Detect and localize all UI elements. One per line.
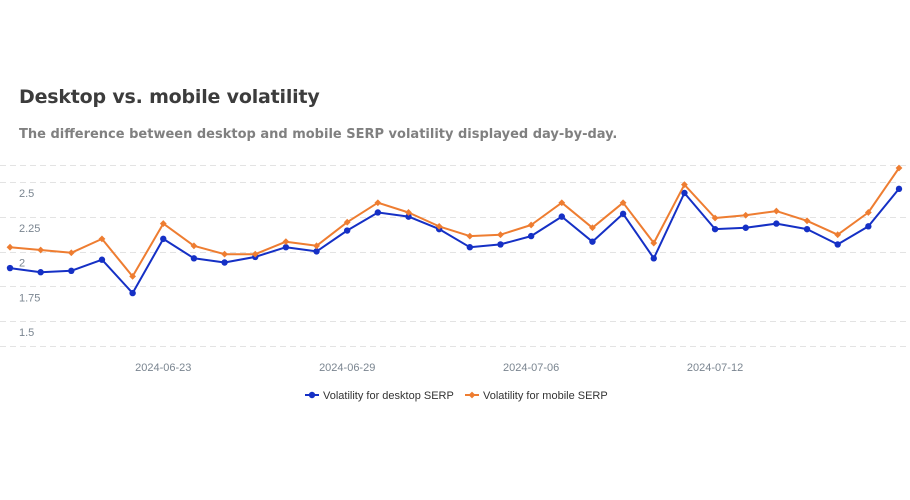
data-point: [650, 255, 657, 262]
series-desktop: [6, 185, 903, 297]
legend-item-desktop[interactable]: Volatility for desktop SERP: [305, 390, 454, 402]
data-point: [405, 213, 412, 220]
y-tick-label: 2: [19, 258, 25, 270]
data-point: [37, 269, 44, 276]
x-tick-label: 2024-07-06: [503, 362, 559, 374]
data-point: [558, 213, 565, 220]
y-axis-ticks: 1.5 1.75 2 2.25 2.5: [19, 188, 40, 339]
data-point: [773, 220, 780, 227]
x-tick-label: 2024-06-23: [135, 362, 191, 374]
series-line: [9, 188, 900, 295]
data-point: [497, 231, 504, 239]
data-point: [221, 250, 228, 258]
data-point: [466, 244, 474, 251]
data-point: [742, 224, 749, 231]
legend-item-mobile[interactable]: Volatility for mobile SERP: [465, 390, 608, 402]
y-tick-label: 1.5: [19, 327, 34, 339]
legend[interactable]: Volatility for desktop SERP Volatility fo…: [305, 390, 608, 402]
chart-subtitle: The difference between desktop and mobil…: [19, 127, 618, 142]
data-point: [129, 273, 137, 280]
data-point: [681, 181, 688, 189]
data-point: [864, 209, 872, 216]
data-point: [803, 217, 811, 225]
data-point: [282, 238, 290, 246]
data-point: [527, 232, 535, 240]
data-point: [772, 207, 780, 215]
legend-label: Volatility for desktop SERP: [323, 390, 454, 402]
data-point: [834, 241, 841, 248]
y-tick-label: 2.25: [19, 223, 40, 235]
data-point: [711, 214, 719, 222]
data-point: [742, 211, 750, 219]
legend-marker: [468, 391, 476, 399]
grid-lines: [0, 165, 910, 347]
data-point: [589, 238, 596, 245]
data-point: [803, 225, 811, 233]
legend-marker: [308, 391, 316, 399]
data-point: [160, 235, 167, 243]
data-point: [6, 264, 14, 272]
data-point: [405, 209, 412, 216]
data-point: [619, 210, 627, 218]
data-point: [711, 225, 719, 233]
data-point: [37, 246, 45, 254]
data-point: [313, 248, 320, 255]
data-point: [98, 235, 106, 243]
data-point: [558, 199, 566, 207]
data-point: [650, 239, 658, 247]
series-line: [9, 167, 900, 278]
series-mobile: [6, 164, 903, 280]
data-point: [67, 249, 75, 257]
y-tick-label: 1.75: [19, 292, 40, 304]
data-point: [6, 243, 14, 251]
data-point: [159, 220, 167, 227]
data-point: [497, 241, 504, 248]
data-point: [895, 185, 903, 193]
data-point: [466, 232, 474, 240]
series-lines: [6, 164, 903, 297]
data-point: [98, 256, 106, 263]
y-tick-label: 2.5: [19, 188, 34, 200]
data-point: [251, 250, 259, 258]
data-point: [865, 223, 872, 230]
data-point: [589, 224, 596, 232]
x-tick-label: 2024-07-12: [687, 362, 743, 374]
data-point: [374, 199, 382, 207]
data-point: [190, 242, 198, 250]
data-point: [374, 209, 382, 216]
data-point: [895, 164, 903, 172]
x-tick-label: 2024-06-29: [319, 362, 375, 374]
data-point: [221, 259, 228, 266]
data-point: [190, 255, 198, 262]
data-point: [681, 189, 688, 197]
data-point: [435, 222, 443, 230]
data-point: [344, 227, 351, 234]
data-point: [282, 244, 290, 251]
data-point: [313, 242, 320, 250]
data-point: [619, 199, 627, 207]
legend-label: Volatility for mobile SERP: [483, 390, 608, 402]
data-point: [129, 289, 136, 297]
chart-title: Desktop vs. mobile volatility: [19, 86, 320, 108]
data-point: [527, 221, 535, 229]
x-axis-ticks: 2024-06-23 2024-06-29 2024-07-06 2024-07-12: [135, 362, 743, 374]
data-point: [68, 267, 75, 275]
data-point: [834, 231, 842, 239]
data-point: [343, 218, 351, 226]
